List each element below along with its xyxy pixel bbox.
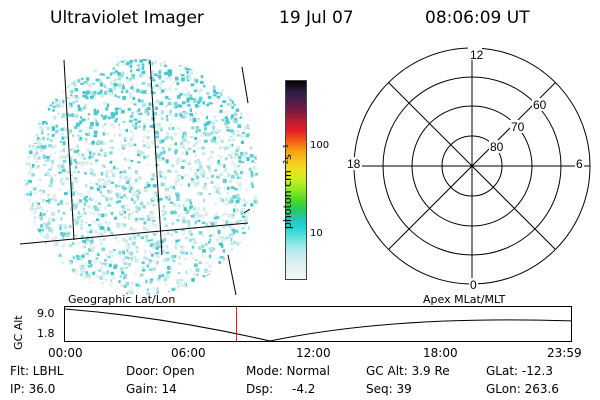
y-tick-low: 1.8 (37, 327, 55, 340)
dsp-label: Dsp: (246, 382, 274, 396)
x-tick-1200: 12:00 (296, 346, 331, 360)
glon-status: GLon: 263.6 (486, 382, 559, 396)
colorbar-tick-100: 100 (310, 140, 330, 151)
longitude-line (149, 59, 163, 256)
mode-status: Mode: Normal (246, 364, 330, 378)
dsp-value: -4.2 (292, 382, 316, 396)
latitude-line (19, 222, 249, 245)
orbit-altitude-plot (64, 306, 572, 342)
colorbar: 100 10 photon cm⁻²s⁻¹ (265, 70, 329, 290)
mlat-60-label: 60 (533, 98, 547, 112)
longitude-line (227, 254, 237, 295)
mlt-12-label: 12 (470, 48, 484, 62)
x-tick-1800: 18:00 (423, 346, 458, 360)
latitude-line (243, 208, 251, 214)
gain-status: Gain: 14 (126, 382, 177, 396)
time: 08:06:09 UT (425, 8, 530, 28)
filter-status: Flt: LBHL (10, 364, 64, 378)
glat-status: GLat: -12.3 (486, 364, 553, 378)
x-tick-2359: 23:59 (547, 346, 582, 360)
uv-emission-speckles (25, 59, 258, 295)
longitude-line (241, 66, 249, 104)
polar-plot: 12 0 18 6 80 70 60 (346, 47, 591, 292)
date: 19 Jul 07 (279, 8, 354, 28)
door-status: Door: Open (126, 364, 195, 378)
geographic-label: Geographic Lat/Lon (68, 293, 176, 306)
gc-alt-status: GC Alt: 3.9 Re (366, 364, 450, 378)
gc-alt-axis-label: GC Alt (12, 315, 25, 350)
mlt-0-label: 0 (470, 278, 477, 292)
mlt-6-label: 6 (576, 157, 583, 171)
diagonal-line (388, 82, 556, 250)
mlat-80-label: 80 (490, 140, 504, 154)
geographic-image-panel (19, 59, 258, 295)
y-tick-high: 9.0 (37, 307, 55, 320)
mlt-18-label: 18 (347, 157, 361, 171)
longitude-line (63, 59, 75, 241)
colorbar-unit-label: photon cm⁻²s⁻¹ (281, 143, 295, 230)
x-tick-0000: 00:00 (48, 346, 83, 360)
colorbar-tick-10: 10 (310, 228, 323, 239)
apex-label: Apex MLat/MLT (423, 293, 506, 306)
title: Ultraviolet Imager (50, 8, 204, 28)
ip-status: IP: 36.0 (10, 382, 56, 396)
seq-status: Seq: 39 (366, 382, 412, 396)
altitude-curve (65, 308, 571, 341)
colorbar-gradient (285, 80, 307, 280)
mlat-70-label: 70 (511, 120, 525, 134)
x-tick-0600: 06:00 (171, 346, 206, 360)
